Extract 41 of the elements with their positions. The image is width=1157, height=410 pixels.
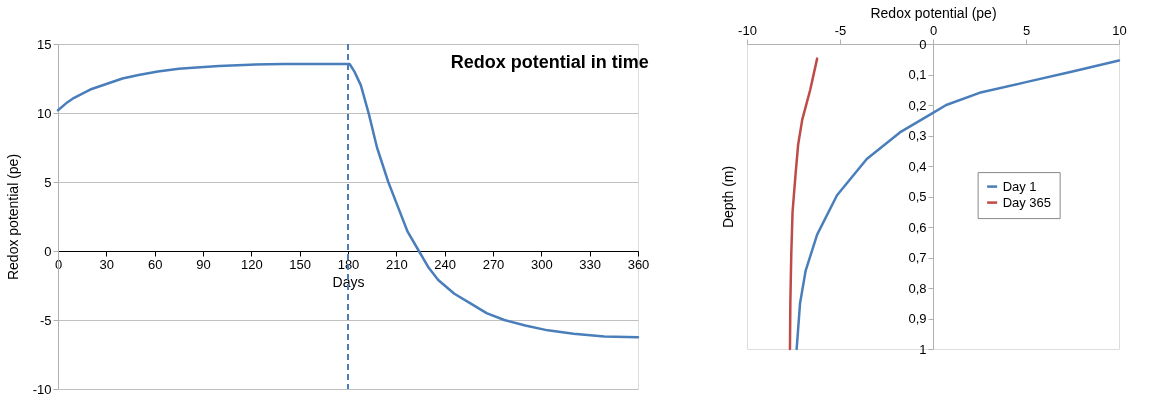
y-tick-label: 0,3 [908, 128, 927, 143]
y-tick-label: -5 [39, 312, 52, 328]
x-tick-label: 10 [1112, 22, 1127, 38]
y-tick-label: 0,6 [908, 219, 927, 235]
x-tick-label: -5 [834, 22, 847, 38]
x-axis-title: Redox potential (pe) [870, 4, 997, 21]
y-tick-label: 0,4 [908, 158, 927, 174]
x-tick-label: 210 [385, 256, 408, 272]
y-tick-label: 10 [37, 105, 52, 121]
y-tick-label: -10 [32, 381, 52, 397]
y-tick-label: 5 [44, 174, 52, 190]
y-tick-label: 0,8 [908, 280, 927, 296]
x-tick-label: 5 [1022, 22, 1031, 38]
y-tick-label: 0 [44, 243, 52, 259]
line-series [788, 57, 819, 351]
y-tick-label: 0,5 [908, 189, 927, 204]
x-tick-label: 360 [627, 256, 650, 272]
legend-label: Day 365 [1002, 194, 1052, 210]
y-tick-label: 0,9 [908, 311, 927, 326]
y-axis-title: Redox potential (pe) [4, 153, 21, 281]
y-axis-title: Depth (m) [719, 165, 736, 229]
x-tick-label: 300 [530, 256, 553, 272]
y-tick-label: 0 [919, 36, 927, 52]
chart-title: Redox potential in time [450, 52, 649, 72]
x-tick-label: 240 [434, 256, 457, 272]
y-tick-label: 0,2 [908, 97, 927, 113]
x-tick-label: 330 [579, 256, 602, 272]
x-axis-title: Days [332, 273, 365, 290]
x-tick-label: 90 [196, 256, 211, 272]
x-tick-label: 0 [929, 22, 938, 38]
x-tick-label: 270 [482, 256, 505, 272]
x-tick-label: 150 [289, 256, 312, 272]
y-tick-label: 15 [37, 36, 52, 52]
x-tick-label: 120 [240, 256, 263, 272]
x-tick-label: 60 [147, 256, 163, 272]
y-tick-label: 1 [919, 341, 927, 357]
legend-label: Day 1 [1002, 178, 1037, 194]
y-tick-label: 0,1 [908, 67, 927, 82]
x-tick-label: -10 [738, 22, 757, 38]
y-tick-label: 0,7 [908, 250, 927, 265]
x-tick-label: 30 [99, 256, 115, 272]
